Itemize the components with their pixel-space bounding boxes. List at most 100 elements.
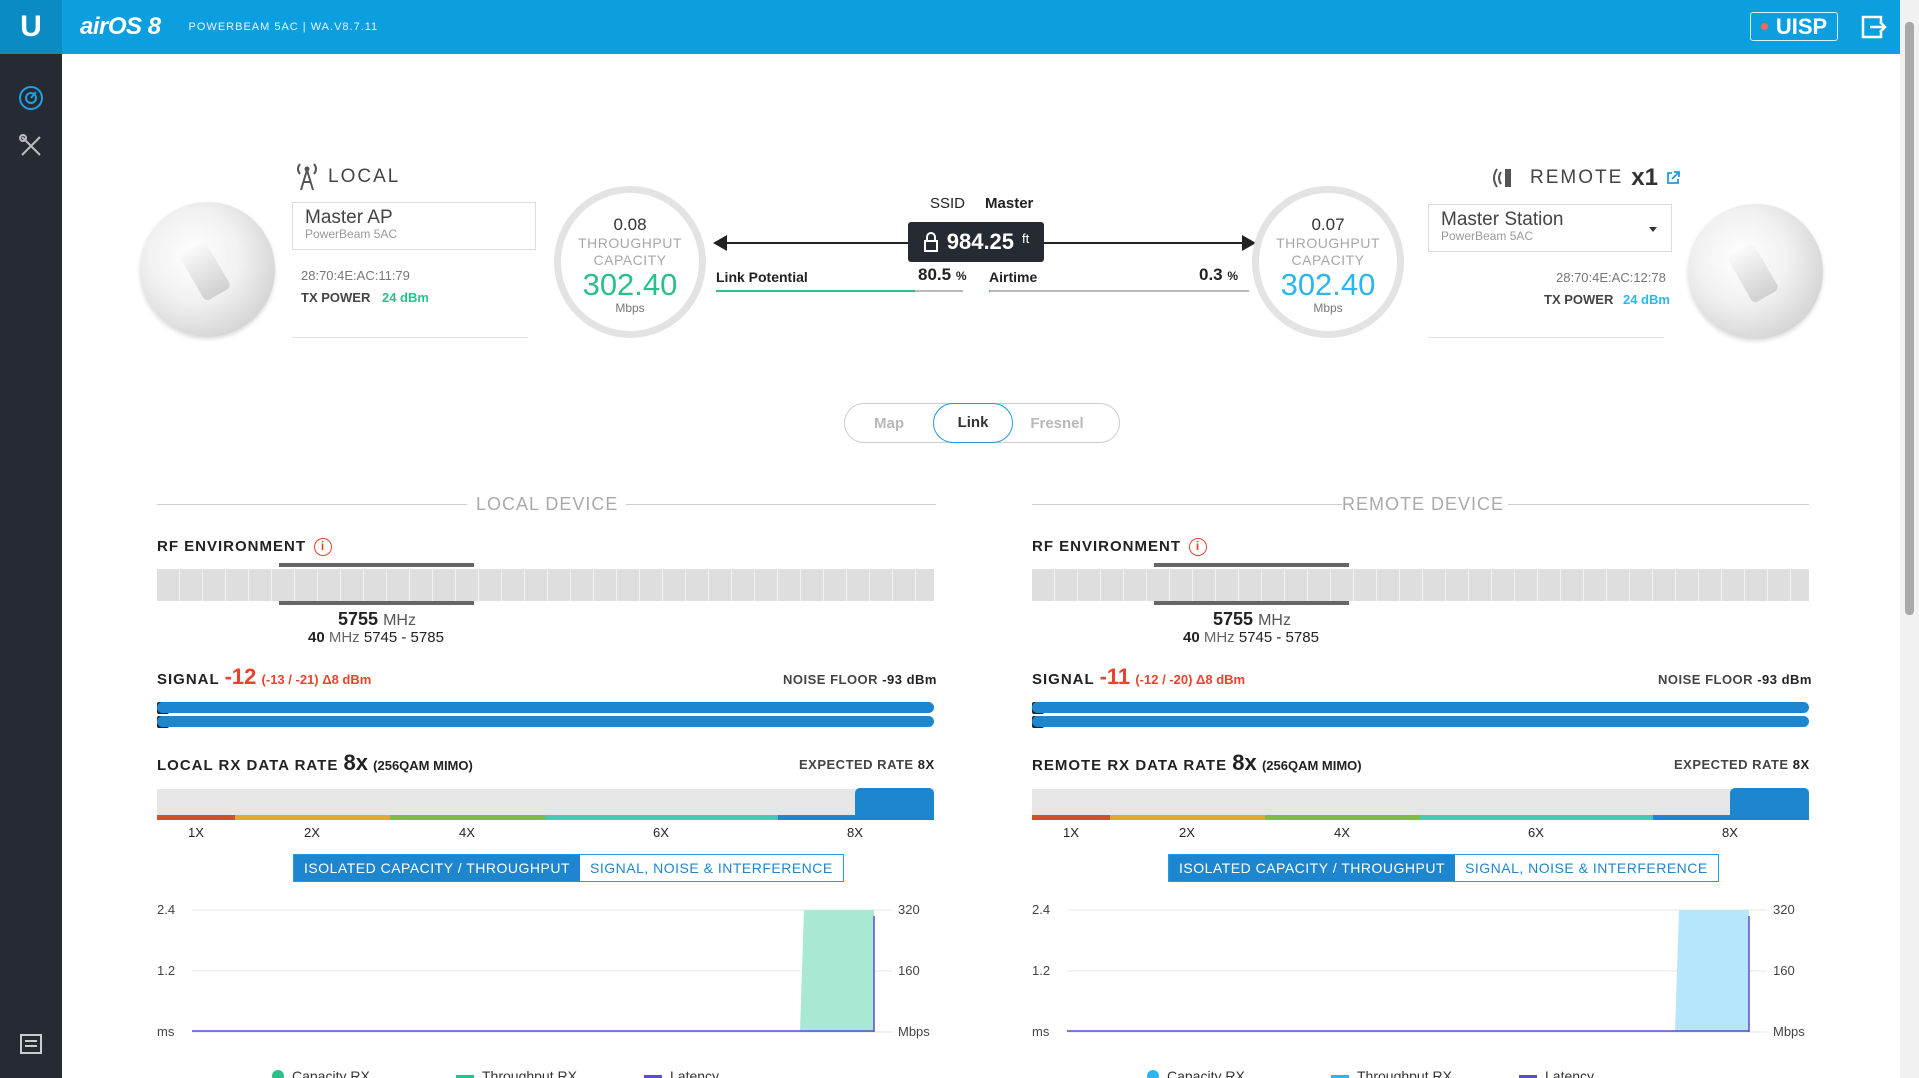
view-tabs: Map Link Fresnel [844, 403, 1120, 443]
remote-throughput-value: 0.07 [1311, 215, 1345, 234]
logout-icon[interactable] [1858, 12, 1888, 42]
local-rate-tick: 4X [459, 825, 475, 840]
remote-chart-toggle: ISOLATED CAPACITY / THROUGHPUT SIGNAL, N… [1168, 854, 1719, 882]
remote-device-select[interactable]: Master Station PowerBeam 5AC [1428, 204, 1672, 252]
log-icon[interactable] [15, 1028, 47, 1060]
local-tx-power-value: 24 dBm [381, 290, 429, 305]
local-legend-throughput[interactable]: Throughput RX [456, 1068, 577, 1078]
local-freq-range: 5745 - 5785 [363, 629, 444, 646]
local-legend-latency[interactable]: Latency [644, 1068, 719, 1078]
remote-rate-fill [1730, 788, 1809, 815]
local-freq-unit: MHz [383, 612, 416, 629]
airtime-percent: % [1227, 269, 1239, 283]
remote-rate-bar [1032, 789, 1809, 815]
local-toggle-signal[interactable]: SIGNAL, NOISE & INTERFERENCE [580, 855, 843, 881]
remote-width-unit: MHz [1203, 629, 1235, 646]
local-rate-fill [855, 788, 934, 815]
local-frequency: 5755 MHz [272, 609, 482, 630]
local-chain-1-bar [157, 716, 934, 727]
local-y-right-unit: Mbps [898, 1024, 930, 1039]
top-bar: U airOS 8 POWERBEAM 5AC | WA.V8.7.11 UIS… [0, 0, 1900, 54]
local-device-model: PowerBeam 5AC [305, 227, 398, 241]
remote-capacity-label: CAPACITY [1291, 252, 1365, 268]
remote-y-right-unit: Mbps [1773, 1024, 1805, 1039]
local-device-name: Master AP [305, 207, 393, 228]
remote-rf-channel-bottom [1154, 601, 1349, 605]
local-title: LOCAL [294, 162, 400, 192]
remote-rate-tick: 1X [1063, 825, 1079, 840]
ssid-value: Master [985, 195, 1034, 212]
local-rate-seg-4x [390, 815, 545, 820]
link-potential-percent: % [955, 269, 967, 283]
local-rate-tick: 1X [188, 825, 204, 840]
remote-rate-tick: 2X [1179, 825, 1195, 840]
tab-map[interactable]: Map [874, 414, 904, 432]
local-y-right-tick: 320 [898, 902, 920, 917]
remote-channel-width: 40 MHz 5745 - 5785 [1183, 629, 1319, 646]
remote-legend-throughput[interactable]: Throughput RX [1331, 1068, 1452, 1078]
remote-throughput-chart [1067, 909, 1767, 1033]
remote-freq-range: 5745 - 5785 [1238, 629, 1319, 646]
local-legend-capacity[interactable]: Capacity RX [272, 1068, 370, 1078]
remote-rate-tick: 6X [1528, 825, 1544, 840]
local-section-rule-left [157, 504, 467, 505]
remote-signal-text: SIGNAL [1032, 671, 1095, 688]
airos-brand: airOS 8 [80, 13, 161, 40]
distance-value: 984.25 [946, 229, 1015, 254]
ubiquiti-logo[interactable]: U [0, 0, 62, 54]
uisp-button[interactable]: UISP [1750, 12, 1838, 41]
remote-capacity-rx-area [1675, 910, 1749, 1032]
tab-link[interactable]: Link [933, 403, 1013, 443]
settings-tools-icon[interactable] [15, 130, 47, 162]
local-throughput-label: THROUGHPUT [578, 235, 682, 251]
local-channel-width: 40 MHz 5745 - 5785 [308, 629, 444, 646]
airtime-metric: 0.3 % [1199, 265, 1238, 285]
airtime-track [989, 290, 1249, 292]
dashboard-icon[interactable] [15, 82, 47, 114]
remote-rate-seg-2x [1110, 815, 1265, 820]
remote-toggle-signal[interactable]: SIGNAL, NOISE & INTERFERENCE [1455, 855, 1718, 881]
remote-device-section-title: REMOTE DEVICE [1342, 494, 1505, 514]
remote-section-rule-right [1508, 504, 1809, 505]
local-rate-value: 8x [343, 750, 368, 775]
local-tx-power-label: TX POWER [301, 290, 371, 305]
legend-dot-icon [1147, 1070, 1159, 1078]
remote-title-text: REMOTE [1530, 167, 1624, 188]
scrollbar-thumb[interactable] [1905, 22, 1914, 615]
remote-rate-seg-4x [1265, 815, 1420, 820]
local-capacity-label: CAPACITY [593, 252, 667, 268]
local-rate-seg-6x [545, 815, 778, 820]
remote-capacity-value: 302.40 [1280, 267, 1376, 302]
tab-fresnel[interactable]: Fresnel [1030, 414, 1084, 432]
remote-y-left-tick: 1.2 [1032, 963, 1051, 978]
remote-throughput-label: THROUGHPUT [1276, 235, 1380, 251]
remote-noise-label: NOISE FLOOR [1658, 672, 1754, 687]
local-rate-seg-1x [157, 815, 235, 820]
local-y-right-tick: 160 [898, 963, 920, 978]
page-scrollbar[interactable] [1900, 0, 1919, 1078]
distance-badge: 984.25 ft [908, 222, 1044, 262]
info-icon[interactable]: i [1189, 538, 1207, 557]
remote-divider [1428, 337, 1664, 338]
local-rf-environment-label: RF ENVIRONMENT i [157, 538, 332, 557]
info-icon[interactable]: i [314, 538, 332, 557]
local-tx-power: TX POWER 24 dBm [301, 290, 429, 305]
local-chart-toggle: ISOLATED CAPACITY / THROUGHPUT SIGNAL, N… [293, 854, 844, 882]
remote-legend-capacity[interactable]: Capacity RX [1147, 1068, 1245, 1078]
local-toggle-capacity[interactable]: ISOLATED CAPACITY / THROUGHPUT [294, 855, 581, 881]
local-divider [292, 337, 528, 338]
airtime-bar [989, 290, 990, 292]
remote-expected-value: 8X [1792, 757, 1810, 772]
local-rate-bar [157, 789, 934, 815]
remote-rate-tick: 4X [1334, 825, 1350, 840]
ssid-row: SSID Master [930, 195, 1033, 212]
local-rf-label-text: RF ENVIRONMENT [157, 538, 306, 555]
local-mac: 28:70:4E:AC:11:79 [301, 268, 410, 283]
distance-unit: ft [1022, 230, 1030, 246]
remote-chain-1-bar [1032, 716, 1809, 727]
remote-toggle-capacity[interactable]: ISOLATED CAPACITY / THROUGHPUT [1169, 855, 1456, 881]
local-throughput-gauge: 0.08 THROUGHPUT CAPACITY 302.40 Mbps [554, 186, 706, 338]
remote-legend-latency[interactable]: Latency [1519, 1068, 1594, 1078]
remote-rf-spectrum [1032, 569, 1809, 601]
external-link-icon[interactable] [1666, 171, 1680, 185]
